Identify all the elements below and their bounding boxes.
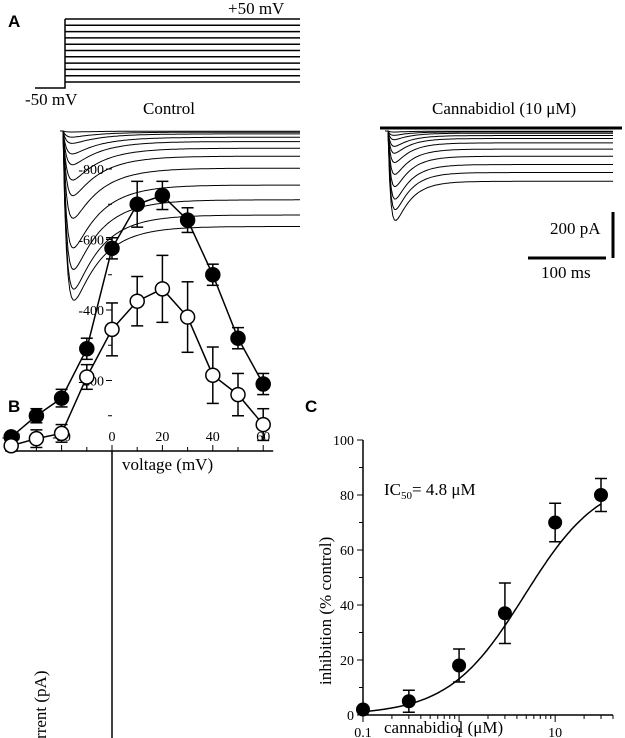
current-trace — [60, 130, 300, 144]
iv-cbd-point — [28, 430, 45, 447]
dr-y-tick-label: 80 — [340, 489, 354, 504]
current-trace — [385, 130, 613, 200]
iv-control-point — [179, 212, 196, 228]
current-trace — [60, 130, 300, 249]
current-trace — [385, 130, 613, 164]
time-scale-label: 100 ms — [541, 263, 591, 282]
dr-y-axis-title: inhibition (% control) — [316, 537, 335, 685]
current-trace — [60, 130, 300, 301]
iv-cbd-point — [255, 416, 271, 433]
iv-cbd-point — [205, 367, 221, 383]
panel-letter-a: A — [8, 12, 20, 31]
dr-y-tick-label: 0 — [347, 709, 354, 724]
dr-fit-curve — [362, 503, 602, 713]
current-trace — [60, 130, 300, 219]
cbd-traces — [385, 130, 613, 221]
panel-letter-c: C — [305, 397, 317, 416]
current-trace — [385, 130, 613, 211]
iv-cbd-point — [129, 293, 145, 309]
iv-y-axis-title: current (pA) — [31, 671, 50, 738]
current-trace — [60, 130, 300, 133]
dr-x-tick-label: 10 — [548, 726, 562, 738]
iv-plot: -40-200204060-200-400-600-800 — [2, 163, 274, 738]
current-trace — [60, 130, 300, 181]
current-trace — [385, 130, 613, 133]
dr-data-point — [593, 488, 608, 502]
current-trace — [385, 130, 613, 136]
cbd-label: Cannabidiol (10 μM) — [432, 99, 576, 118]
dr-data-point — [497, 606, 512, 621]
iv-control-point — [205, 267, 221, 283]
iv-control-point — [79, 341, 95, 357]
protocol-holding-line — [35, 19, 66, 89]
dr-x-tick-label: 1 — [456, 726, 463, 738]
iv-x-tick-label: 0 — [109, 430, 116, 445]
iv-cbd-point — [179, 309, 196, 325]
dr-x-axis-title: cannabidiol (μM) — [384, 718, 503, 737]
iv-x-tick-label: 20 — [155, 430, 169, 445]
dr-data-point — [452, 658, 467, 673]
iv-x-tick-label: 40 — [206, 430, 220, 445]
iv-cbd-point — [230, 386, 246, 403]
current-trace — [385, 130, 613, 188]
dr-y-tick-label: 60 — [340, 544, 354, 559]
current-trace — [60, 130, 300, 155]
control-label: Control — [143, 99, 195, 118]
iv-control-point — [129, 196, 145, 212]
current-trace — [60, 130, 300, 197]
dr-y-tick-label: 100 — [333, 434, 354, 449]
current-trace — [60, 130, 300, 166]
current-trace — [385, 130, 613, 221]
current-trace — [385, 130, 613, 147]
iv-control-point — [104, 240, 120, 257]
iv-cbd-point — [3, 437, 19, 454]
iv-cbd-point — [53, 425, 70, 442]
protocol-bottom-label: -50 mV — [25, 90, 78, 109]
current-scale-label: 200 pA — [550, 219, 601, 238]
dr-data-point — [356, 702, 370, 717]
voltage-protocol — [35, 18, 300, 89]
iv-control-point — [28, 408, 45, 424]
dr-y-tick-label: 20 — [340, 654, 354, 669]
current-trace — [385, 130, 613, 141]
iv-y-tick-label: -400 — [78, 304, 104, 319]
iv-x-axis-title: voltage (mV) — [122, 455, 213, 474]
current-trace — [385, 130, 613, 154]
dr-y-tick-label: 40 — [340, 599, 354, 614]
dr-data-point — [401, 694, 416, 709]
iv-control-point — [255, 376, 271, 392]
current-trace — [60, 130, 300, 138]
iv-control-point — [230, 330, 246, 346]
dr-data-point — [548, 515, 563, 530]
current-trace — [60, 130, 300, 271]
iv-y-tick-label: -800 — [78, 163, 104, 178]
iv-cbd-point — [154, 281, 171, 297]
iv-cbd-point — [104, 321, 120, 338]
iv-y-tick-label: -600 — [78, 234, 104, 249]
control-traces — [60, 130, 300, 301]
iv-cbd-point — [79, 369, 95, 385]
current-trace — [385, 130, 613, 175]
protocol-top-label: +50 mV — [228, 0, 285, 18]
dr-x-tick-label: 0.1 — [354, 726, 372, 738]
panel-letter-b: B — [8, 397, 20, 416]
iv-control-point — [154, 187, 171, 204]
ic50-annotation: IC50= 4.8 μM — [384, 480, 476, 502]
iv-control-point — [53, 390, 70, 406]
